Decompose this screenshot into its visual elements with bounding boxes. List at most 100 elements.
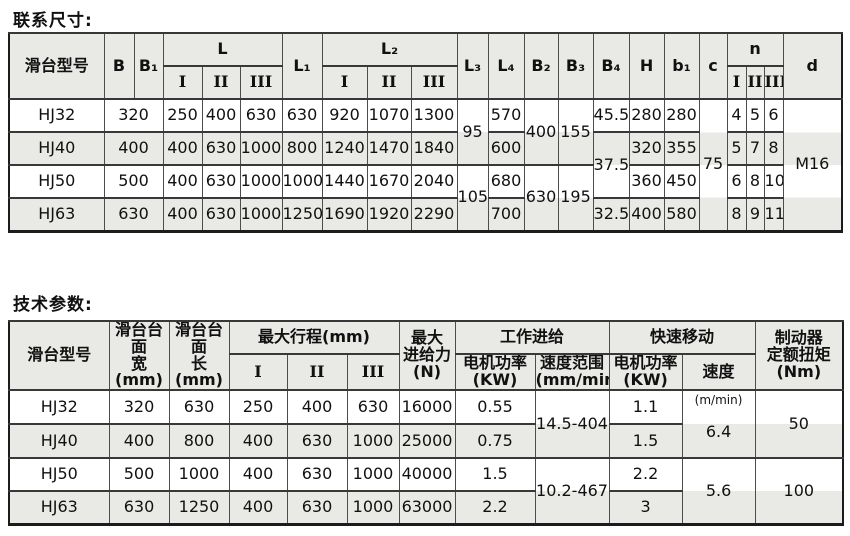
data-cell: 280 (663, 98, 700, 133)
rapid-speed-value: 6.4 (705, 421, 732, 441)
col-group-L2: L₂ (321, 32, 458, 67)
col-header-n-II: II (745, 65, 765, 100)
model-cell: HJ50 (8, 457, 110, 493)
header-row-subcolumns: I II III I II III I II III (9, 65, 842, 100)
data-cell: 400 (162, 197, 203, 232)
model-cell: HJ63 (8, 197, 105, 232)
data-cell: 1000 (346, 457, 400, 493)
col-header-stroke-I: I (228, 353, 288, 392)
data-cell: 16000 (398, 389, 456, 426)
header-row-subcolumns: I II III 电机功率 (KW) 速度范围 (mm/min) 电机功率 (K… (9, 353, 843, 392)
col-header-L2-I: I (321, 65, 368, 100)
col-header-B4: B₄ (592, 32, 630, 100)
data-cell: 800 (281, 131, 323, 166)
data-cell: 400 (286, 389, 348, 426)
data-cell: 1240 (321, 131, 368, 166)
data-cell: 250 (228, 389, 288, 426)
col-header-L-III: III (239, 65, 283, 100)
data-cell: 2290 (410, 197, 458, 232)
data-cell: 400 (628, 197, 665, 232)
col-header-L2-III: III (410, 65, 458, 100)
data-cell: 355 (663, 131, 700, 166)
data-cell: 800 (168, 423, 230, 460)
model-cell: HJ40 (8, 423, 110, 460)
data-cell: 4 (726, 98, 747, 133)
data-cell: 400 (201, 98, 241, 133)
data-cell: 700 (487, 197, 525, 232)
data-cell: 280 (628, 98, 665, 133)
rapid-speed-unit-label: (m/min) (694, 393, 743, 408)
table-row-hj32: HJ32 320 250 400 630 630 920 1070 1300 9… (8, 98, 843, 232)
data-cell: 580 (663, 197, 700, 232)
data-cell: 2040 (410, 164, 458, 199)
col-header-L4: L₄ (487, 32, 525, 100)
data-cell: 1.5 (608, 423, 683, 460)
table-row-hj50: HJ50 500 400 630 1000 1000 1440 1670 204… (8, 164, 842, 232)
col-header-L2-II: II (366, 65, 412, 100)
merged-cell-B3: 155 (557, 98, 594, 166)
merged-cell-B2: 630 (523, 164, 559, 232)
data-cell: 630 (286, 423, 348, 460)
table-row-hj32: HJ32 320 630 250 400 630 16000 0.55 14.5… (8, 389, 844, 460)
merged-cell-work-speed-range: 14.5-404 (534, 389, 610, 460)
data-cell: 450 (663, 164, 700, 199)
col-group-max-stroke: 最大行程(mm) (228, 319, 400, 356)
col-header-rapid-speed: 速度 (681, 353, 756, 392)
data-cell: 680 (487, 164, 525, 199)
col-header-b1-lower: b₁ (663, 32, 700, 100)
col-header-L-II: II (201, 65, 241, 100)
data-cell: 2.2 (454, 490, 536, 526)
col-group-n: n (726, 32, 784, 67)
merged-cell-brake-torque: 50 (754, 389, 844, 460)
data-cell: 500 (103, 164, 164, 199)
data-cell: 1690 (321, 197, 368, 232)
data-cell: 1440 (321, 164, 368, 199)
merged-cell-rapid-speed: 5.6 (681, 457, 756, 526)
data-cell: 630 (239, 98, 283, 133)
col-header-B1: B₁ (133, 32, 164, 100)
data-cell: 250 (162, 98, 203, 133)
data-cell: 630 (286, 490, 348, 526)
data-cell: 1840 (410, 131, 458, 166)
data-cell: 1300 (410, 98, 458, 133)
col-header-B3: B₃ (557, 32, 594, 100)
data-cell: 400 (162, 131, 203, 166)
data-cell: 63000 (398, 490, 456, 526)
data-cell: 320 (628, 131, 665, 166)
merged-cell-B3: 195 (557, 164, 594, 232)
rapid-speed-content: (m/min) 6.4 (683, 392, 754, 456)
table-row-hj40: HJ40 400 800 400 630 1000 25000 0.75 1.5 (8, 423, 843, 460)
merged-cell-d: M16 (782, 98, 843, 232)
col-header-n-III: III (763, 65, 784, 100)
data-cell: 40000 (398, 457, 456, 493)
data-cell: 630 (346, 389, 400, 426)
data-cell: 1.1 (608, 389, 683, 426)
data-cell: 1000 (239, 164, 283, 199)
data-cell: 320 (108, 389, 170, 426)
data-cell: 1470 (366, 131, 412, 166)
data-cell: 400 (228, 423, 288, 460)
data-cell: 8 (745, 164, 765, 199)
col-header-stroke-II: II (286, 353, 348, 392)
data-cell: 630 (281, 98, 323, 133)
col-header-n-I: I (726, 65, 747, 100)
merged-cell-B4: 37.5 (592, 131, 630, 199)
data-cell: 630 (168, 389, 230, 426)
data-cell: 570 (487, 98, 525, 133)
data-cell: 400 (103, 131, 164, 166)
data-cell: 6 (726, 164, 747, 199)
data-cell: 1250 (168, 490, 230, 526)
table-row-hj63: HJ63 630 1250 400 630 1000 63000 2.2 3 (8, 490, 843, 526)
data-cell: 920 (321, 98, 368, 133)
data-cell: 630 (201, 164, 241, 199)
col-header-work-speed-range: 速度范围 (mm/min) (534, 353, 610, 392)
col-header-table-length: 滑台台 面 长(mm) (168, 319, 230, 392)
data-cell: 400 (228, 490, 288, 526)
data-cell: 1000 (239, 197, 283, 232)
data-cell: 600 (487, 131, 525, 166)
data-cell: 500 (108, 457, 170, 493)
col-header-brake-torque: 制动器 定额扭矩 (Nm) (754, 319, 844, 392)
data-cell: 1920 (366, 197, 412, 232)
col-header-L3: L₃ (456, 32, 489, 100)
data-cell: 1000 (346, 490, 400, 526)
